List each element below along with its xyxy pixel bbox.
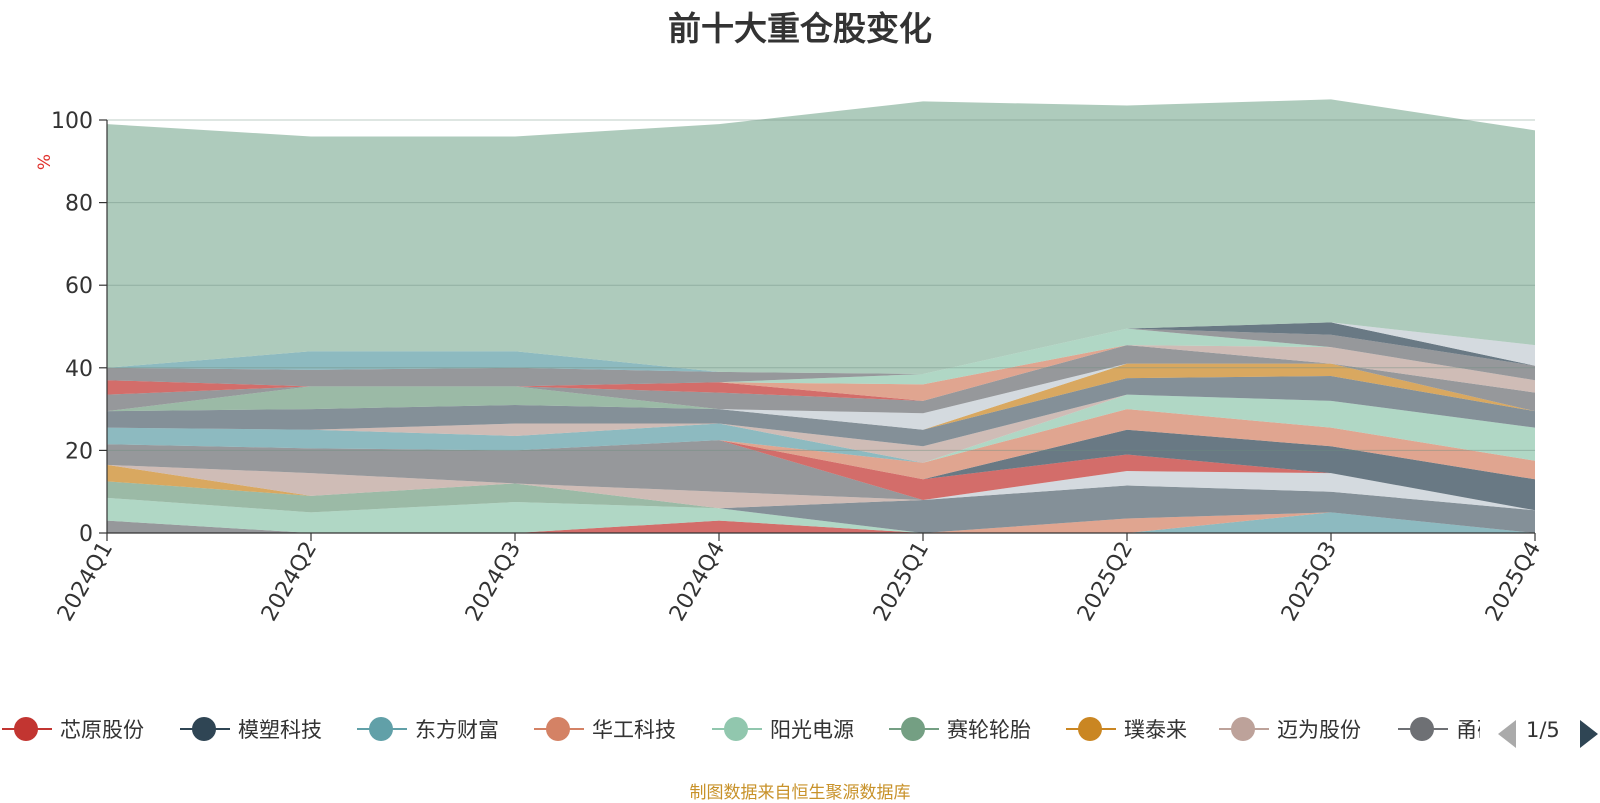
area-series-30 — [107, 99, 1535, 374]
legend-label: 东方财富 — [415, 718, 499, 742]
area-series-19 — [107, 363, 1535, 430]
area-series-12 — [107, 429, 1535, 511]
legend-marker-icon — [1066, 714, 1116, 744]
legend-dot — [901, 717, 925, 741]
legend-page-indicator: 1/5 — [1526, 718, 1560, 742]
stacked-areas — [107, 99, 1535, 533]
legend-label: 华工科技 — [592, 718, 676, 742]
area-series-17 — [107, 376, 1535, 447]
legend-label: 迈为股份 — [1277, 718, 1361, 742]
x-tick-label: 2024Q4 — [665, 538, 730, 626]
legend-item[interactable]: 甬矽电子 — [1398, 712, 1480, 746]
area-series-8 — [107, 464, 1535, 511]
area-series-16 — [107, 394, 1535, 463]
y-tick-label: 0 — [79, 522, 93, 547]
area-series-9 — [107, 440, 1535, 511]
legend-marker-icon — [2, 714, 52, 744]
legend-marker-icon — [712, 714, 762, 744]
area-series-6 — [107, 481, 1535, 513]
area-series-27 — [107, 328, 1535, 374]
x-tick-label: 2025Q2 — [1073, 538, 1138, 626]
legend-pager: 1/5 — [1498, 712, 1600, 748]
chart-title: 前十大重仓股变化 — [668, 9, 932, 48]
legend-item[interactable]: 阳光电源 — [712, 712, 854, 746]
legend-marker-icon — [357, 714, 407, 744]
area-series-21 — [107, 345, 1535, 414]
legend-next-icon[interactable] — [1580, 720, 1598, 748]
area-series-3 — [107, 512, 1535, 533]
legend-label: 阳光电源 — [770, 718, 854, 742]
legend-label: 甬矽电子 — [1456, 718, 1480, 742]
legend-item[interactable]: 璞泰来 — [1066, 712, 1187, 746]
y-tick-label: 60 — [65, 274, 93, 299]
legend-marker-icon — [889, 714, 939, 744]
legend-dot — [192, 717, 216, 741]
legend-dot — [14, 717, 38, 741]
legend-dot — [724, 717, 748, 741]
x-tick-label: 2024Q1 — [53, 538, 118, 626]
legend-dot — [546, 717, 570, 741]
legend-item[interactable]: 东方财富 — [357, 712, 499, 746]
y-tick-label: 20 — [65, 439, 93, 464]
legend-item[interactable]: 迈为股份 — [1219, 712, 1361, 746]
area-series-0 — [107, 520, 1535, 533]
legend-item[interactable]: 赛轮轮胎 — [889, 712, 1031, 746]
area-series-20 — [107, 363, 1535, 430]
legend-item[interactable]: 模塑科技 — [180, 712, 322, 746]
x-tick-label: 2025Q4 — [1481, 538, 1546, 626]
area-series-26 — [107, 328, 1535, 387]
legend-marker-icon — [1219, 714, 1269, 744]
legend-item[interactable]: 芯原股份 — [2, 712, 144, 746]
legend-dot — [369, 717, 393, 741]
legend-marker-icon — [180, 714, 230, 744]
legend-marker-icon — [1398, 714, 1448, 744]
legend-label: 璞泰来 — [1124, 718, 1187, 742]
x-tick-label: 2024Q3 — [461, 538, 526, 626]
chart-legend: 芯原股份 模塑科技 东方财富 华工科技 阳光电源 赛轮轮胎 璞泰来 迈为股份 甬矽电子 1/5 — [0, 712, 1600, 752]
legend-label: 赛轮轮胎 — [947, 718, 1031, 742]
legend-items: 芯原股份 模塑科技 东方财富 华工科技 阳光电源 赛轮轮胎 璞泰来 迈为股份 甬矽电子 — [0, 712, 1480, 752]
legend-marker-icon — [534, 714, 584, 744]
legend-item[interactable]: 华工科技 — [534, 712, 676, 746]
area-series-2 — [107, 512, 1535, 533]
area-series-10 — [107, 440, 1535, 511]
x-tick-label: 2025Q1 — [869, 538, 934, 626]
y-tick-label: 80 — [65, 192, 93, 217]
x-tick-label: 2024Q2 — [257, 538, 322, 626]
legend-dot — [1410, 717, 1434, 741]
data-source-note: 制图数据来自恒生聚源数据库 — [689, 783, 911, 803]
area-series-4 — [107, 497, 1535, 533]
area-series-5 — [107, 485, 1535, 533]
legend-label: 模塑科技 — [238, 718, 322, 742]
y-tick-label: 40 — [65, 357, 93, 382]
legend-dot — [1078, 717, 1102, 741]
area-series-25 — [107, 328, 1535, 387]
legend-label: 芯原股份 — [60, 718, 144, 742]
x-tick-label: 2025Q3 — [1277, 538, 1342, 626]
y-tick-label: 100 — [51, 109, 93, 134]
area-series-14 — [107, 394, 1535, 463]
y-axis-label: % — [35, 154, 55, 170]
area-series-15 — [107, 394, 1535, 463]
area-series-23 — [107, 345, 1535, 401]
legend-dot — [1231, 717, 1255, 741]
legend-prev-icon[interactable] — [1498, 720, 1516, 748]
area-series-13 — [107, 409, 1535, 480]
